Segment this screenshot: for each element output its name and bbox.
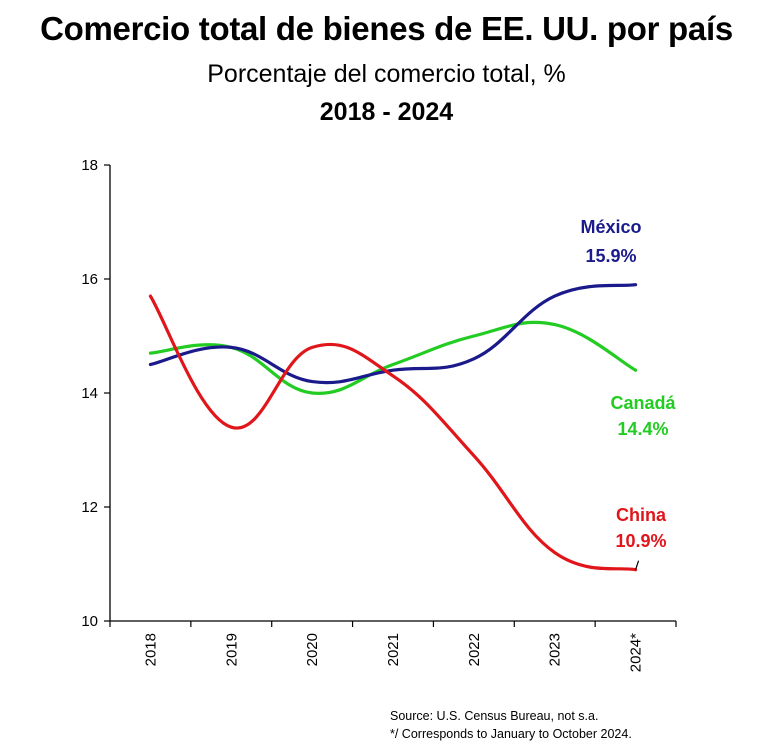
chart-series: [148, 283, 638, 572]
source-line: Source: U.S. Census Bureau, not s.a.: [390, 709, 599, 723]
y-tick-label: 12: [81, 499, 98, 516]
series-value-label: 14.4%: [617, 419, 668, 439]
series-labels: México 15.9% Canadá 14.4% China 10.9%: [580, 217, 676, 570]
y-tick-label: 10: [81, 613, 98, 630]
x-tick-label: 2021: [385, 633, 402, 666]
x-tick-label: 2022: [466, 633, 483, 666]
chart-subtitle: Porcentaje del comercio total, %: [207, 60, 566, 88]
series-name-label: Canadá: [610, 393, 676, 413]
x-tick-label: 2023: [547, 633, 564, 666]
y-tick-label: 18: [81, 157, 98, 174]
x-tick-label: 2018: [142, 633, 159, 666]
footnote-line: */ Corresponds to January to October 202…: [390, 727, 632, 741]
series-line-china: [148, 294, 638, 572]
series-value-label: 15.9%: [585, 246, 636, 266]
x-tick-label: 2024*: [628, 633, 645, 672]
y-tick-label: 14: [81, 385, 98, 402]
series-name-label: China: [616, 505, 667, 525]
series-value-label: 10.9%: [615, 531, 666, 551]
series-line-méxico: [148, 283, 638, 385]
chart-title: Comercio total de bienes de EE. UU. por …: [40, 10, 733, 47]
x-tick-label: 2020: [304, 633, 321, 666]
source-note: Source: U.S. Census Bureau, not s.a. */ …: [390, 707, 632, 743]
y-tick-label: 16: [81, 271, 98, 288]
x-tick-label: 2019: [223, 633, 240, 666]
leader-line: [635, 560, 640, 570]
chart-axes: 10 12 14 16 18 2018 2019 2020 2021 2022 2023 2024*: [81, 157, 677, 672]
chart-period: 2018 - 2024: [319, 98, 454, 126]
series-line-canadá: [148, 320, 638, 395]
series-name-label: México: [580, 217, 641, 237]
